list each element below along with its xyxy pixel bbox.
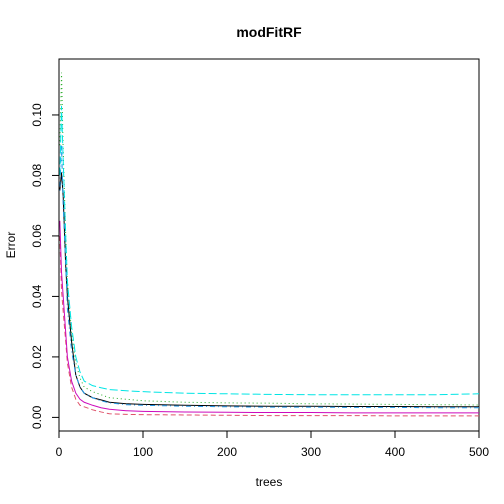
x-tick-label: 200 [217,445,237,459]
x-tick-label: 400 [385,445,405,459]
y-tick-label: 0.00 [30,405,44,429]
chart-title: modFitRF [236,24,302,40]
y-tick-label: 0.02 [30,345,44,369]
series-line-2 [59,235,479,417]
y-axis-label: Error [4,232,18,259]
x-axis-label: trees [256,475,283,489]
series-line-4 [59,145,479,409]
series-line-3 [59,72,480,406]
y-axis: 0.00 0.02 0.04 0.06 0.08 0.10 [30,103,60,429]
y-tick-label: 0.10 [30,103,44,127]
series-line-1 [59,172,479,408]
x-tick-label: 100 [133,445,153,459]
plot-frame [58,58,480,432]
x-tick-label: 0 [56,445,63,459]
y-tick-label: 0.04 [30,284,44,308]
y-tick-label: 0.08 [30,163,44,187]
x-tick-label: 500 [469,445,489,459]
series-layer [59,72,480,417]
y-tick-label: 0.06 [30,224,44,248]
x-axis: 0 100 200 300 400 500 [56,430,489,459]
x-tick-label: 300 [301,445,321,459]
series-line-6 [59,220,479,414]
series-line-5 [59,105,480,396]
